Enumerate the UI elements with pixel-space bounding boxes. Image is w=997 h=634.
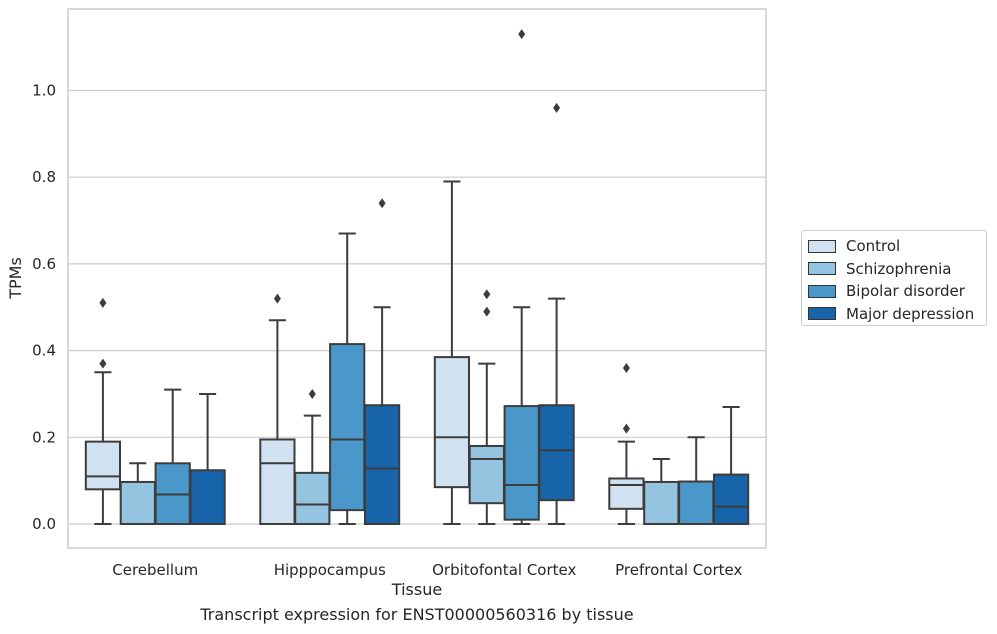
iqr-box xyxy=(363,404,401,526)
legend-swatch xyxy=(808,307,836,321)
legend-swatch xyxy=(808,284,836,298)
box-control xyxy=(433,180,471,525)
outlier-point xyxy=(518,29,526,40)
x-axis-label: Tissue xyxy=(391,580,442,599)
outlier-point xyxy=(308,388,316,399)
legend: Control Schizophrenia Bipolar disorder M… xyxy=(801,230,987,326)
legend-label: Major depression xyxy=(846,304,975,323)
outlier-point xyxy=(99,297,107,308)
legend-item-major-depression: Major depression xyxy=(808,303,986,326)
y-tick-label: 0.8 xyxy=(32,168,56,186)
legend-label: Schizophrenia xyxy=(846,259,952,278)
y-tick-label: 0.4 xyxy=(32,342,56,360)
box-schizophrenia xyxy=(294,388,331,525)
y-axis-label: TPMs xyxy=(6,257,25,300)
legend-item-bipolar-disorder: Bipolar disorder xyxy=(808,280,986,303)
y-tick-label: 1.0 xyxy=(32,82,56,100)
iqr-box xyxy=(119,480,156,525)
iqr-box xyxy=(294,471,331,525)
box-major-depression xyxy=(712,405,750,525)
outlier-point xyxy=(622,362,630,373)
outlier-point xyxy=(378,198,386,209)
box-schizophrenia xyxy=(643,457,680,525)
box-control xyxy=(259,293,296,525)
box-major-depression xyxy=(363,198,401,526)
box-schizophrenia xyxy=(468,289,505,525)
outlier-point xyxy=(622,423,630,434)
box-bipolar-disorder xyxy=(678,436,715,525)
legend-label: Bipolar disorder xyxy=(846,282,965,301)
iqr-box xyxy=(643,480,680,525)
iqr-box xyxy=(259,438,296,525)
y-tick-label: 0.0 xyxy=(32,515,56,533)
y-tick-label: 0.2 xyxy=(32,428,56,446)
box-schizophrenia xyxy=(119,462,156,525)
outlier-point xyxy=(273,293,281,304)
y-tick-label: 0.6 xyxy=(32,255,56,273)
legend-swatch xyxy=(808,239,836,253)
chart-caption: Transcript expression for ENST0000056031… xyxy=(200,605,634,624)
outlier-point xyxy=(483,306,491,317)
legend-item-control: Control xyxy=(808,235,986,258)
box-bipolar-disorder xyxy=(503,29,540,525)
outlier-point xyxy=(99,358,107,369)
x-tick-label: Orbitofontal Cortex xyxy=(432,561,576,579)
box-bipolar-disorder xyxy=(329,232,366,525)
iqr-box xyxy=(189,469,226,526)
x-tick-label: Hipppocampus xyxy=(274,561,386,579)
plot-frame xyxy=(67,8,767,549)
iqr-box xyxy=(433,356,471,489)
x-tick-label: Prefrontal Cortex xyxy=(615,561,742,579)
box-major-depression xyxy=(189,392,226,526)
outlier-point xyxy=(483,289,491,300)
iqr-box xyxy=(712,473,750,525)
iqr-box xyxy=(538,404,575,502)
iqr-box xyxy=(84,440,122,491)
box-control xyxy=(84,297,122,525)
legend-label: Control xyxy=(846,237,901,256)
iqr-box xyxy=(678,480,715,525)
box-control xyxy=(608,362,645,525)
box-bipolar-disorder xyxy=(154,388,191,525)
axis-ticks: 0.0 0.2 0.4 0.6 0.8 1.0 Cerebellum Hipppocampus… xyxy=(32,82,742,580)
legend-swatch xyxy=(808,262,836,276)
x-tick-label: Cerebellum xyxy=(112,561,198,579)
iqr-box xyxy=(503,405,540,521)
iqr-box xyxy=(468,444,505,505)
boxes xyxy=(84,29,750,526)
iqr-box xyxy=(608,477,645,510)
legend-item-schizophrenia: Schizophrenia xyxy=(808,258,986,281)
outlier-point xyxy=(553,102,561,113)
iqr-box xyxy=(329,343,366,512)
box-major-depression xyxy=(538,102,575,525)
